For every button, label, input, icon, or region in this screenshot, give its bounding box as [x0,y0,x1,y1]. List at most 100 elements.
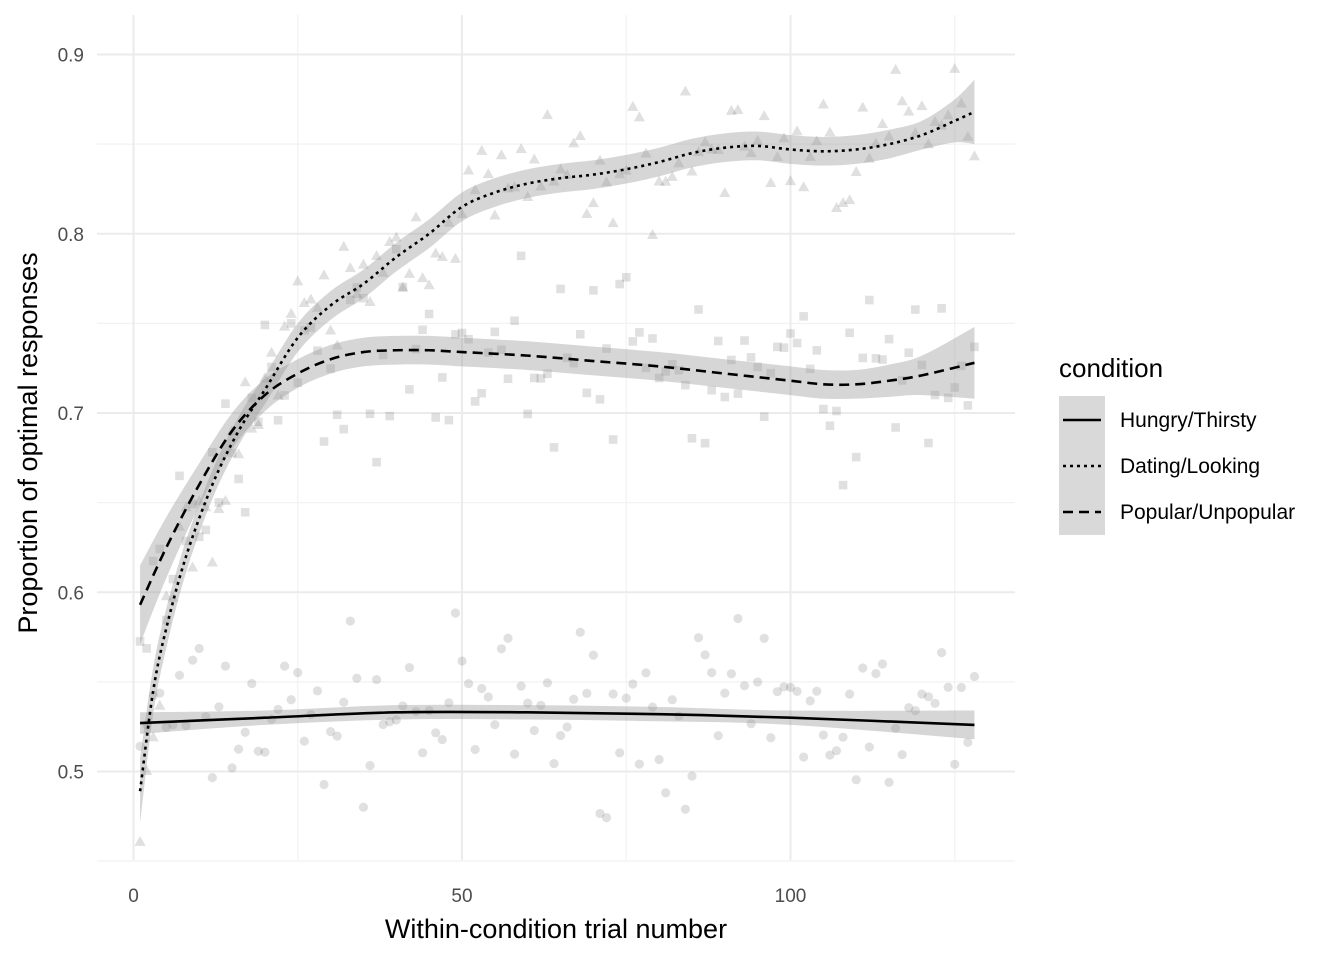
point-hungry-thirsty [877,659,888,669]
point-popular-unpopular [792,338,802,348]
point-dating-looking [587,197,599,208]
point-popular-unpopular [687,433,697,443]
point-dating-looking [791,125,803,136]
point-hungry-thirsty [969,671,980,682]
point-dating-looking [246,422,258,433]
point-popular-unpopular [201,525,211,535]
point-dating-looking [633,111,645,122]
point-popular-unpopular [280,391,289,400]
scatter-points [134,62,981,846]
point-popular-unpopular [339,424,349,434]
point-popular-unpopular [819,404,828,414]
point-dating-looking [771,150,783,161]
point-dating-looking [916,100,928,111]
point-hungry-thirsty [549,758,559,769]
point-popular-unpopular [759,412,769,422]
point-hungry-thirsty [332,731,342,741]
point-hungry-thirsty [930,698,940,708]
point-hungry-thirsty [687,771,697,781]
point-dating-looking [469,184,481,195]
point-popular-unpopular [529,373,539,383]
point-hungry-thirsty [569,694,579,704]
point-dating-looking [325,324,337,335]
point-hungry-thirsty [345,616,355,626]
legend-label-hungry-thirsty: Hungry/Thirsty [1120,409,1257,432]
point-popular-unpopular [451,330,460,339]
point-dating-looking [285,307,297,318]
point-popular-unpopular [911,305,920,314]
point-popular-unpopular [667,359,677,369]
point-popular-unpopular [582,388,592,398]
point-hungry-thirsty [667,695,677,705]
point-popular-unpopular [319,437,329,446]
point-popular-unpopular [208,447,217,457]
point-dating-looking [430,247,442,258]
point-hungry-thirsty [647,702,658,712]
point-dating-looking [574,130,586,141]
point-hungry-thirsty [477,683,487,694]
point-popular-unpopular [628,337,638,346]
point-dating-looking [666,170,678,181]
point-popular-unpopular [700,438,710,448]
point-dating-looking [620,164,632,175]
point-hungry-thirsty [326,726,336,737]
point-hungry-thirsty [312,686,323,696]
point-hungry-thirsty [615,748,625,758]
point-popular-unpopular [970,342,979,352]
point-hungry-thirsty [825,750,835,760]
point-popular-unpopular [405,385,414,394]
smooth-lines [138,110,975,792]
point-popular-unpopular [786,329,795,338]
point-popular-unpopular [516,251,526,261]
point-popular-unpopular [740,336,749,345]
point-hungry-thirsty [785,682,796,692]
y-tick-label: 0.6 [58,583,84,604]
point-popular-unpopular [838,480,848,490]
point-dating-looking [311,301,324,312]
point-hungry-thirsty [536,700,546,710]
x-tick-label: 0 [128,886,139,907]
point-popular-unpopular [681,380,690,390]
point-dating-looking [778,132,790,143]
point-hungry-thirsty [260,747,270,757]
point-dating-looking [397,281,409,292]
point-dating-looking [292,275,304,286]
point-dating-looking [719,187,731,198]
point-dating-looking [351,288,363,299]
point-popular-unpopular [602,344,611,353]
point-dating-looking [252,419,264,430]
point-popular-unpopular [431,413,441,422]
point-hungry-thirsty [621,693,631,703]
point-popular-unpopular [240,507,250,517]
point-dating-looking [883,130,895,141]
point-hungry-thirsty [529,725,539,736]
point-dating-looking [837,196,849,207]
point-hungry-thirsty [378,719,388,730]
legend: condition Hungry/Thirsty Dating/Looking Po… [1059,353,1295,535]
point-popular-unpopular [418,325,427,335]
point-dating-looking [344,262,356,273]
smooth-line-dating-looking [138,110,975,792]
point-dating-looking [811,135,823,146]
point-popular-unpopular [589,286,598,295]
point-dating-looking [147,731,159,742]
point-dating-looking [686,165,698,176]
point-hungry-thirsty [555,730,566,741]
point-hungry-thirsty [858,663,868,673]
point-hungry-thirsty [319,779,329,790]
point-dating-looking [259,372,271,383]
point-dating-looking [305,293,317,304]
point-popular-unpopular [490,327,500,337]
y-axis-title: Proportion of optimal responses [13,252,43,633]
point-hungry-thirsty [207,773,217,783]
point-hungry-thirsty [864,742,874,752]
point-hungry-thirsty [753,677,763,687]
point-dating-looking [456,208,468,219]
point-popular-unpopular [352,283,362,292]
point-popular-unpopular [378,350,388,360]
point-dating-looking [206,556,218,567]
point-dating-looking [384,236,396,247]
point-dating-looking [673,157,685,168]
point-hungry-thirsty [726,669,736,679]
